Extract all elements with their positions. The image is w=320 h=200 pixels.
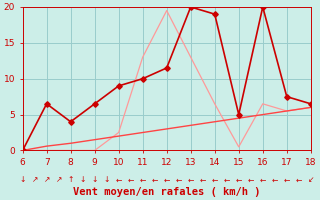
Text: ←: ←: [127, 175, 134, 184]
Text: ←: ←: [284, 175, 290, 184]
Text: ↓: ↓: [103, 175, 110, 184]
Text: ↙: ↙: [308, 175, 314, 184]
Text: ←: ←: [188, 175, 194, 184]
Text: ↓: ↓: [79, 175, 86, 184]
Text: ↗: ↗: [31, 175, 38, 184]
Text: ←: ←: [116, 175, 122, 184]
Text: ←: ←: [260, 175, 266, 184]
Text: ↗: ↗: [44, 175, 50, 184]
Text: ←: ←: [236, 175, 242, 184]
Text: ←: ←: [140, 175, 146, 184]
Text: ←: ←: [151, 175, 158, 184]
Text: ←: ←: [224, 175, 230, 184]
Text: ←: ←: [272, 175, 278, 184]
Text: ↓: ↓: [20, 175, 26, 184]
Text: ↓: ↓: [92, 175, 98, 184]
Text: ←: ←: [248, 175, 254, 184]
X-axis label: Vent moyen/en rafales ( km/h ): Vent moyen/en rafales ( km/h ): [73, 187, 260, 197]
Text: ←: ←: [212, 175, 218, 184]
Text: ←: ←: [164, 175, 170, 184]
Text: ↗: ↗: [55, 175, 62, 184]
Text: ←: ←: [200, 175, 206, 184]
Text: ↑: ↑: [68, 175, 74, 184]
Text: ←: ←: [175, 175, 182, 184]
Text: ←: ←: [296, 175, 302, 184]
